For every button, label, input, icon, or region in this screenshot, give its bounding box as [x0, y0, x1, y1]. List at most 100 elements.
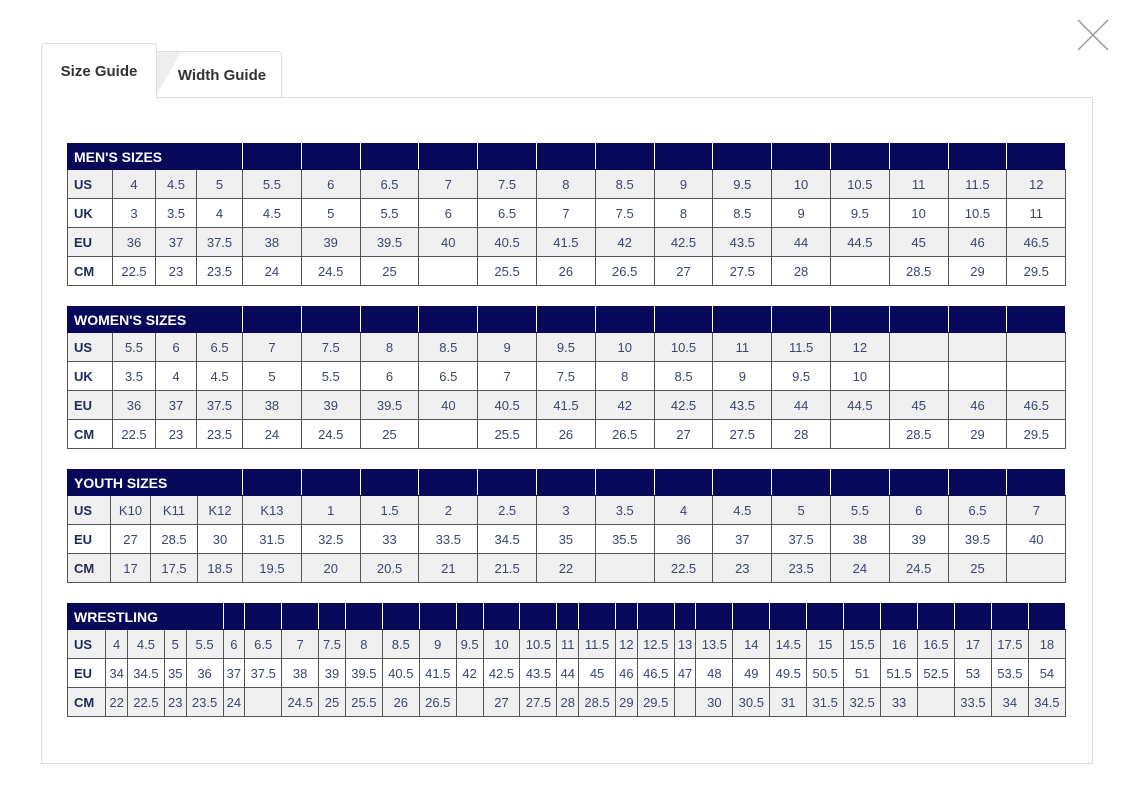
header-cell: [771, 143, 831, 170]
size-cell: 37: [222, 658, 246, 688]
size-cell: 10: [888, 198, 949, 228]
size-cell: 6.5: [244, 629, 283, 659]
header-cell: [281, 603, 320, 630]
row-label: EU: [66, 658, 107, 688]
size-cell: 8: [344, 629, 383, 659]
header-cell: [359, 306, 420, 333]
size-cell: 8.5: [712, 198, 773, 228]
size-cell: 25.5: [344, 687, 383, 717]
size-cell: K11: [150, 495, 198, 525]
size-cell: 27: [482, 687, 521, 717]
womens-sizes-table: WOMEN'S SIZES US 5.5 6 6.5 7 7.5 8 8.5 9 9.5 10 10.5…: [66, 306, 1067, 449]
size-cell: 10: [771, 169, 831, 199]
header-cell: [830, 469, 890, 496]
size-cell: 41.5: [536, 390, 596, 420]
tab-width-guide[interactable]: Width Guide: [155, 51, 282, 98]
size-cell: 39: [300, 227, 361, 257]
header-cell: [953, 603, 992, 630]
size-cell: 40.5: [381, 658, 420, 688]
tab-label: Width Guide: [177, 66, 267, 84]
size-cell: 37.5: [244, 658, 283, 688]
size-cell: 42.5: [482, 658, 521, 688]
header-cell: [636, 603, 675, 630]
tab-label: Size Guide: [60, 63, 138, 80]
size-cell: [917, 687, 955, 717]
table-row: CM 22.5 23 23.5 24 24.5 25 25.5 26 26.5 27 27.5 28 28…: [67, 419, 1067, 449]
size-cell: 9.5: [771, 361, 832, 391]
size-cell: 12: [615, 629, 638, 659]
header-cell: [242, 306, 302, 333]
size-cell: 5: [300, 198, 361, 228]
row-label: EU: [67, 524, 111, 554]
size-cell: 39.5: [359, 227, 420, 257]
size-cell: 11.5: [947, 169, 1008, 199]
size-cell: 7: [242, 332, 302, 362]
size-cell: 3.5: [594, 495, 655, 525]
tab-size-guide[interactable]: Size Guide: [41, 43, 157, 99]
header-cell: [769, 603, 808, 630]
size-cell: 4.5: [242, 198, 302, 228]
header-cell: [381, 603, 420, 630]
size-cell: 9: [418, 629, 457, 659]
size-cell: 17: [110, 553, 151, 583]
size-cell: 7: [281, 629, 320, 659]
header-cell: [1006, 143, 1067, 170]
wrestling-table: WRESTLING US 4 4.5 5 5.5 6 6.5 7 7.5 8 8.5 9 9.5 10 10.…: [66, 603, 1067, 717]
row-label: US: [67, 332, 113, 362]
size-cell: 29: [615, 687, 638, 717]
size-cell: 24: [222, 687, 246, 717]
size-cell: 23: [163, 687, 187, 717]
size-cell: 25: [947, 553, 1008, 583]
header-cell: [359, 143, 420, 170]
size-cell: 20: [300, 553, 361, 583]
table-row: EU 36 37 37.5 38 39 39.5 40 40.5 41.5 42 42.5 43.5 44…: [67, 390, 1067, 420]
size-cell: 27: [653, 256, 714, 286]
size-cell: 9.5: [536, 332, 596, 362]
header-cell: [242, 143, 302, 170]
size-cell: 6: [359, 361, 420, 391]
size-cell: 28: [556, 687, 580, 717]
size-cell: 23.5: [185, 687, 224, 717]
size-cell: 31: [769, 687, 808, 717]
size-cell: [1006, 332, 1067, 362]
header-cell: [244, 603, 283, 630]
table-row: CM 22 22.5 23 23.5 24 24.5 25 25.5 26 26.5 27 27.5 28…: [66, 687, 1067, 717]
size-cell: 40.5: [477, 390, 538, 420]
row-label: US: [67, 169, 113, 199]
size-cell: [947, 361, 1008, 391]
size-cell: 10.5: [829, 169, 890, 199]
header-cell: [300, 306, 361, 333]
header-cell: [947, 469, 1008, 496]
size-cell: 25: [359, 419, 420, 449]
size-cell: 5: [196, 169, 243, 199]
size-cell: 10.5: [947, 198, 1008, 228]
size-cell: 38: [242, 390, 302, 420]
size-cell: 28.5: [150, 524, 198, 554]
table-row: US K10 K11 K12 K13 1 1.5 2 2.5 3 3.5 4 4.5 5 5.5 6 6.5 7: [67, 495, 1067, 525]
size-cell: 43.5: [712, 390, 773, 420]
size-cell: 27.5: [712, 419, 773, 449]
size-cell: 54: [1027, 658, 1067, 688]
header-cell: [536, 306, 596, 333]
header-cell: [578, 603, 617, 630]
close-button[interactable]: [1076, 18, 1110, 52]
size-cell: 26.5: [594, 419, 655, 449]
size-cell: 7.5: [300, 332, 361, 362]
header-cell: [519, 603, 558, 630]
size-cell: [830, 419, 890, 449]
size-cell: [594, 553, 655, 583]
size-cell: 37: [712, 524, 773, 554]
row-label: UK: [67, 198, 113, 228]
size-cell: 51: [843, 658, 882, 688]
size-cell: 14.5: [769, 629, 808, 659]
size-cell: 17.5: [150, 553, 198, 583]
size-cell: 28.5: [888, 419, 949, 449]
size-cell: 29.5: [636, 687, 675, 717]
size-cell: 24: [242, 419, 302, 449]
mens-sizes-table: MEN'S SIZES US 4 4.5 5 5.5 6 6.5 7 7.5 8 8.5 9 9.5 10 1…: [67, 143, 1067, 286]
size-cell: 51.5: [880, 658, 919, 688]
header-cell: [300, 469, 361, 496]
size-cell: 6.5: [195, 332, 244, 362]
size-cell: 5.5: [300, 361, 361, 391]
size-cell: 35: [536, 524, 596, 554]
